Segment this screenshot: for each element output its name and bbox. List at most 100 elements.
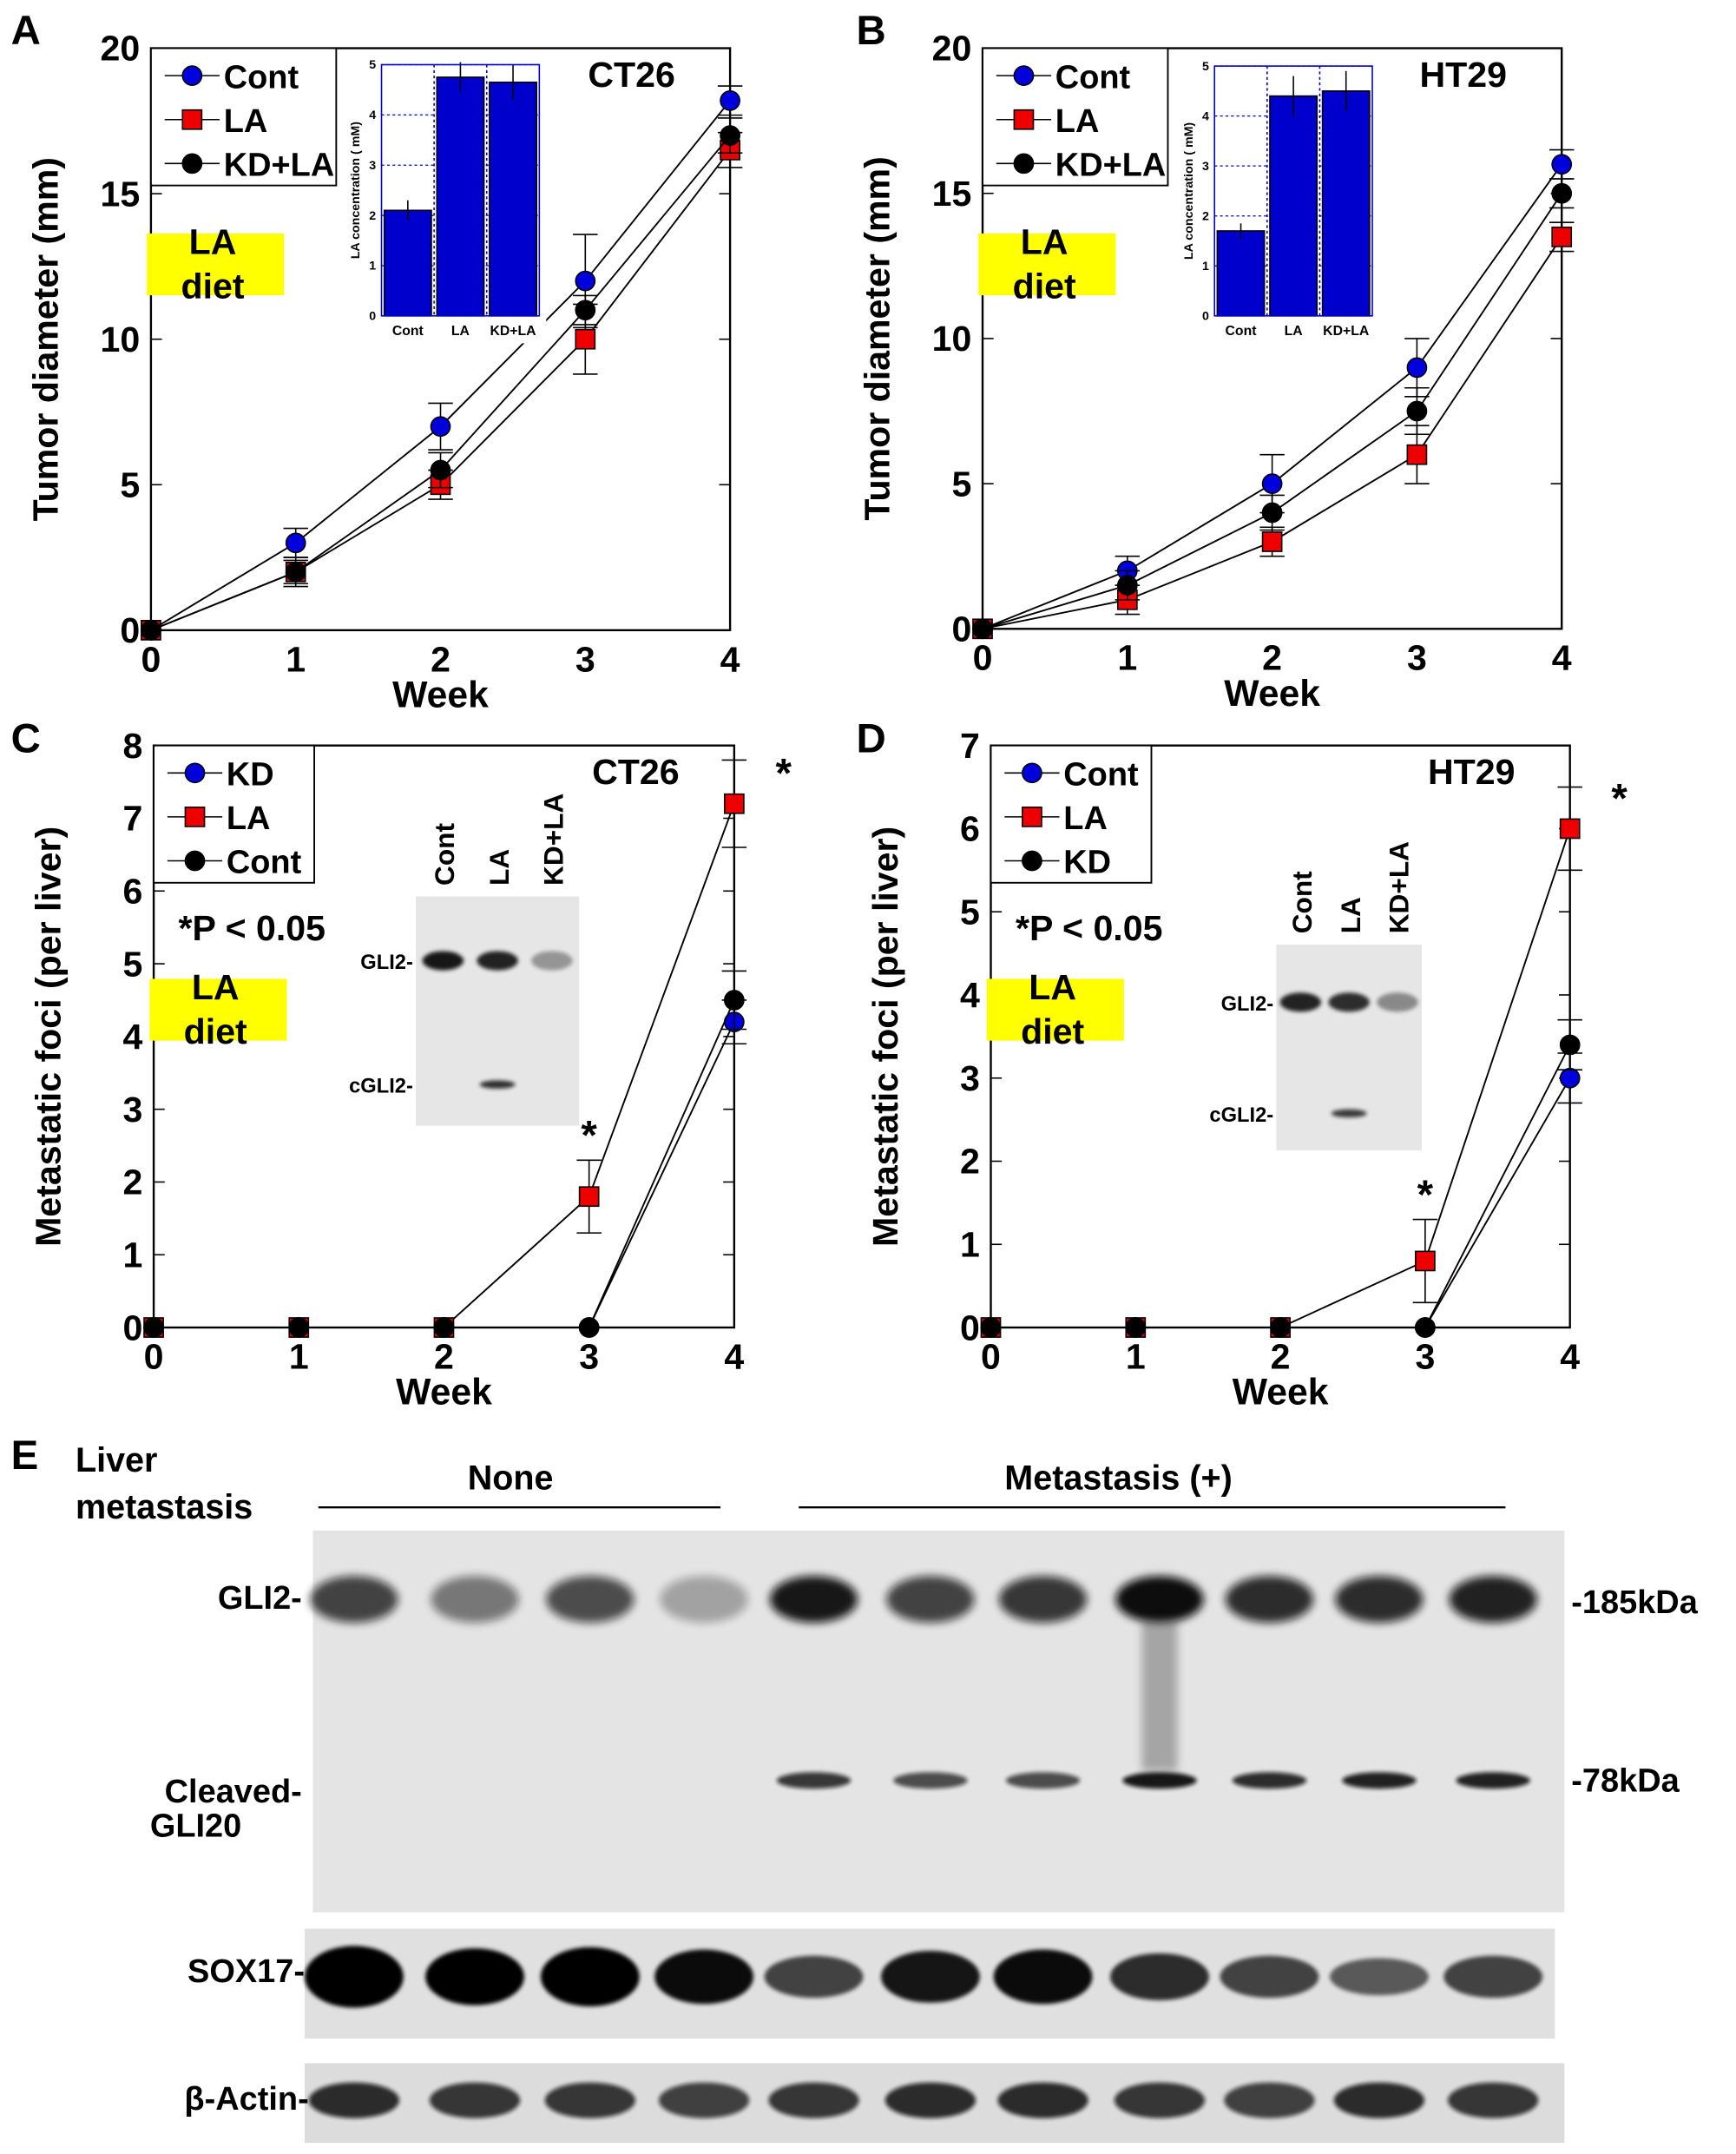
legend-marker xyxy=(1013,153,1035,175)
data-point-kd+la xyxy=(972,618,993,640)
data-point-cont xyxy=(575,270,596,292)
chart-title: HT29 xyxy=(1428,752,1516,792)
data-point-kd+la xyxy=(1261,502,1283,524)
data-point-kd+la xyxy=(1551,182,1573,204)
inset-y-tick-label: 1 xyxy=(1202,260,1209,273)
gli2-band xyxy=(769,1576,858,1623)
data-point-kd+la xyxy=(430,459,451,481)
gli2-band xyxy=(1449,1576,1537,1623)
legend-label-la: LA xyxy=(1055,103,1100,140)
y-tick-label: 6 xyxy=(960,809,980,849)
x-tick-label: 4 xyxy=(1560,1336,1580,1376)
gli2-smear xyxy=(1141,1619,1178,1771)
actin-band xyxy=(308,2082,400,2118)
significance-asterisk: * xyxy=(776,751,792,797)
la-diet-label-line1: LA xyxy=(192,967,240,1007)
x-tick-label: 3 xyxy=(1415,1336,1435,1376)
y-tick-label: 1 xyxy=(123,1235,143,1275)
chart-title: CT26 xyxy=(588,55,675,95)
data-point-cont xyxy=(285,532,306,554)
x-axis-label: Week xyxy=(1233,1372,1329,1413)
legend-label-cont: Cont xyxy=(224,59,299,96)
panel-label-b: B xyxy=(857,8,886,54)
inset-y-tick-label: 2 xyxy=(1202,209,1209,223)
sox17-band xyxy=(881,1950,980,2003)
inset-y-tick-label: 4 xyxy=(1202,109,1209,123)
x-tick-label: 0 xyxy=(973,638,993,678)
y-tick-label: 20 xyxy=(101,29,141,69)
inset-bar-chart: 0 1 2 3 4 5 Cont LA KD+LA LA concentration ( mM) xyxy=(1173,59,1379,344)
y-tick-label: 7 xyxy=(123,799,143,839)
y-tick-label: 0 xyxy=(960,1308,980,1347)
panel-label-d: D xyxy=(857,716,886,762)
y-axis-label: Metastatic foci (per liver) xyxy=(865,827,905,1247)
data-point-kd+la xyxy=(575,300,596,321)
data-point-la xyxy=(1415,1250,1436,1272)
cgli2-band xyxy=(479,1080,516,1089)
inset-x-tick-label: LA xyxy=(1285,324,1303,339)
blot-lane-label: LA xyxy=(1335,897,1366,933)
band-label-actin: β-Actin- xyxy=(184,2081,308,2118)
gli2-band xyxy=(660,1576,748,1623)
y-tick-label: 0 xyxy=(123,1308,143,1347)
x-tick-label: 1 xyxy=(1117,638,1137,678)
y-tick-label: 5 xyxy=(960,892,980,932)
actin-band xyxy=(658,2082,750,2118)
gli2-band xyxy=(422,951,464,971)
gli2-band xyxy=(886,1576,975,1623)
inset-bar-la xyxy=(1269,95,1318,317)
inset-bar-cont xyxy=(1216,230,1266,317)
y-tick-label: 10 xyxy=(932,319,972,359)
blot-band-label-gli2: GLI2- xyxy=(1221,993,1274,1016)
la-diet-label-line1: LA xyxy=(189,222,237,262)
data-point-kd+la xyxy=(1116,575,1138,596)
actin-band xyxy=(1224,2082,1315,2118)
actin-band xyxy=(884,2082,976,2118)
data-point-kd+la xyxy=(720,125,740,146)
gli2-band xyxy=(1328,992,1370,1012)
la-diet-label-line2: diet xyxy=(1021,1011,1084,1051)
legend-marker xyxy=(1022,850,1042,872)
band-label-gli2: GLI2- xyxy=(218,1580,302,1617)
inset-x-tick-label: KD+LA xyxy=(1323,324,1369,339)
actin-band xyxy=(997,2082,1088,2118)
legend-marker xyxy=(184,807,206,827)
y-tick-label: 6 xyxy=(123,871,143,911)
y-axis-label: Tumor diameter (mm) xyxy=(25,157,65,521)
marker-78kda: -78kDa xyxy=(1571,1762,1680,1799)
y-tick-label: 0 xyxy=(952,609,972,649)
la-diet-label-line1: LA xyxy=(1021,222,1069,262)
y-tick-label: 3 xyxy=(960,1058,980,1098)
sox17-band xyxy=(1330,1958,1429,1996)
x-tick-label: 1 xyxy=(289,1336,309,1376)
significance-asterisk: * xyxy=(1611,775,1628,821)
sox17-band xyxy=(764,1955,864,1999)
x-tick-label: 4 xyxy=(720,639,740,679)
gli2-band xyxy=(546,1576,635,1623)
legend xyxy=(990,744,1153,884)
x-tick-label: 0 xyxy=(144,1336,164,1376)
gli2-band xyxy=(477,951,518,971)
data-point-kd+la xyxy=(1406,400,1428,422)
chart-c: 0 1 2 3 4 0 1 2 3 4 5 6 7 8 Week Metastatic foci (per l… xyxy=(29,726,792,1413)
y-tick-label: 10 xyxy=(101,319,141,359)
actin-band xyxy=(1447,2082,1539,2118)
x-axis-label: Week xyxy=(1224,673,1320,715)
row-header-line1: Liver xyxy=(76,1441,157,1479)
legend-marker xyxy=(184,850,206,872)
data-point-cont xyxy=(1261,473,1283,494)
legend-label-kd+la: KD+LA xyxy=(224,148,335,184)
legend-marker xyxy=(181,153,203,175)
x-axis-label: Week xyxy=(392,674,489,715)
x-tick-label: 0 xyxy=(141,639,161,679)
band-label-cleaved: Cleaved- xyxy=(165,1774,302,1810)
inset-y-tick-label: 4 xyxy=(369,109,376,122)
inset-y-tick-label: 5 xyxy=(369,58,376,72)
data-point-kd xyxy=(980,1317,1002,1338)
la-diet-highlight xyxy=(978,233,1116,296)
inset-frame xyxy=(1213,65,1373,317)
actin-band xyxy=(429,2082,521,2118)
cleaved-gli2-band xyxy=(893,1772,968,1789)
la-diet-highlight xyxy=(147,233,285,296)
inset-y-tick-label: 0 xyxy=(369,310,376,324)
